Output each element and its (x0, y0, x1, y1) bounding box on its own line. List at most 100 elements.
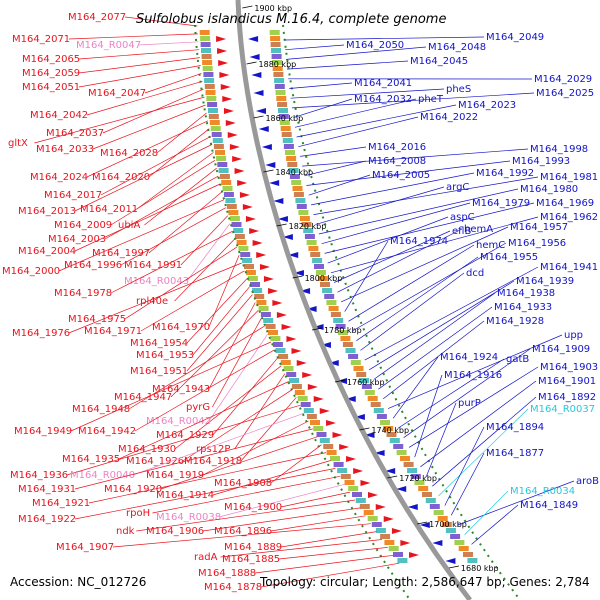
gene-label-right: pheT (418, 94, 444, 105)
label-leader (182, 389, 293, 462)
gene-arrow-reverse (419, 522, 430, 528)
label-leader (306, 160, 511, 186)
feature-block (201, 48, 211, 53)
gene-arrow-forward (227, 132, 238, 138)
feature-block (304, 234, 315, 239)
kbp-tick-label: 1740 kbp (371, 426, 409, 435)
feature-block (219, 174, 230, 179)
gene-label-right: M164_2049 (486, 32, 544, 43)
kbp-tick-label: 1720 kbp (399, 474, 437, 483)
feature-block (371, 522, 382, 527)
label-leader (74, 468, 336, 520)
gene-arrow-forward (281, 324, 292, 330)
label-leader (340, 226, 509, 303)
gene-arrow-reverse (293, 270, 304, 276)
gene-arrow-forward (218, 60, 229, 66)
feature-block (370, 402, 381, 407)
gene-label-left: M164_2037 (46, 128, 104, 139)
feature-block (458, 546, 469, 551)
feature-block (286, 372, 297, 377)
label-leader (337, 228, 463, 293)
gene-label-left: M164_2020 (92, 172, 150, 183)
label-leader (212, 460, 331, 496)
kbp-tick-label: 1700 kbp (429, 520, 467, 529)
gene-label-right: M164_2023 (458, 100, 516, 111)
gene-arrow-forward (222, 96, 233, 102)
feature-block (206, 96, 217, 101)
kbp-tick (334, 379, 345, 383)
label-leader (174, 239, 235, 302)
gene-label-left: M164_2009 (54, 220, 112, 231)
feature-block (204, 84, 215, 89)
kbp-tick (263, 169, 274, 173)
feature-block (282, 138, 293, 143)
gene-label-right: M164_1903 (540, 362, 598, 373)
gene-label-left: M164_2042 (30, 110, 88, 121)
feature-block (293, 192, 304, 197)
feature-block (275, 348, 286, 353)
kbp-tick (292, 275, 303, 279)
feature-block (275, 90, 286, 95)
label-leader (180, 215, 229, 266)
gene-label-left: M164_1896 (214, 526, 272, 537)
gene-arrow-forward (219, 72, 230, 78)
feature-block (213, 144, 224, 149)
label-leader (78, 57, 200, 74)
kbp-tick (276, 223, 287, 227)
label-leader (286, 46, 427, 60)
gene-arrow-reverse (255, 108, 266, 114)
gene-arrow-forward (256, 252, 267, 258)
gene-arrow-forward (217, 48, 228, 54)
feature-block (316, 432, 327, 437)
feature-block (260, 312, 271, 317)
feature-block (226, 204, 237, 209)
feature-block (234, 234, 245, 239)
feature-block (283, 366, 294, 371)
gene-label-left: M164_1970 (152, 322, 210, 333)
feature-block (348, 354, 359, 359)
gene-arrow-forward (234, 168, 245, 174)
gene-arrow-forward (229, 144, 240, 150)
gene-label-left: M164_2003 (48, 234, 106, 245)
gene-label-right: M164_2005 (372, 170, 430, 181)
gene-label-right: M164_1969 (536, 198, 594, 209)
feature-block (256, 300, 267, 305)
gene-arrow-forward (259, 264, 270, 270)
feature-block (348, 486, 359, 491)
gene-label-right: M164_2022 (420, 112, 478, 123)
feature-block (278, 354, 289, 359)
gene-label-left: M164_1976 (12, 328, 70, 339)
label-leader (220, 539, 383, 558)
gene-arrow-reverse (273, 198, 284, 204)
label-leader (202, 507, 361, 532)
gene-arrow-forward (272, 300, 283, 306)
gene-arrow-forward (409, 552, 420, 558)
label-leader (289, 82, 353, 89)
feature-block (291, 180, 302, 185)
feature-block (272, 60, 283, 65)
gene-arrow-forward (400, 540, 411, 546)
feature-block (333, 462, 344, 467)
feature-block (330, 456, 340, 461)
feature-block (228, 210, 239, 215)
genome-stats: Topology: circular; Length: 2,586,647 bp… (259, 575, 590, 589)
gene-arrow-reverse (337, 378, 348, 384)
gene-label-left: M164_1942 (78, 426, 136, 437)
gene-label-left: M164_R0040 (70, 470, 135, 481)
gene-label-left: radA (194, 552, 218, 563)
label-leader (240, 397, 297, 462)
feature-block (202, 66, 213, 71)
gene-label-left: M164_1922 (18, 514, 76, 525)
feature-block (218, 168, 229, 173)
feature-block (393, 444, 404, 449)
feature-block (367, 516, 378, 521)
gene-label-left: M164_2013 (18, 206, 76, 217)
label-leader (86, 80, 203, 116)
feature-block (294, 390, 305, 395)
gene-arrow-forward (302, 372, 313, 378)
gene-label-left: pyrG (186, 402, 210, 413)
gene-arrow-reverse (277, 216, 288, 222)
gene-label-left: M164_1900 (224, 502, 282, 513)
gene-arrow-reverse (328, 360, 339, 366)
label-leader (110, 231, 233, 294)
